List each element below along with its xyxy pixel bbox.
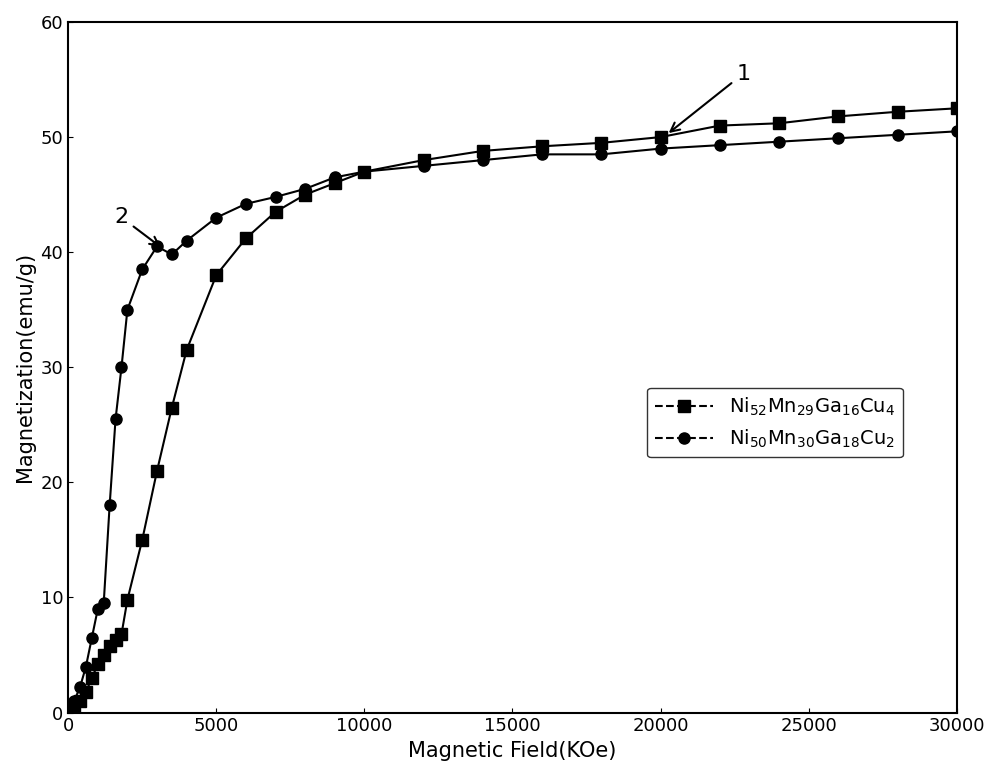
Ni$_{52}$Mn$_{29}$Ga$_{16}$Cu$_{4}$ — [92, 660, 104, 669]
Ni$_{52}$Mn$_{29}$Ga$_{16}$Cu$_{4}$ — [86, 674, 98, 683]
Ni$_{52}$Mn$_{29}$Ga$_{16}$Cu$_{4}$ — [151, 466, 163, 476]
Line: Ni$_{50}$Mn$_{30}$Ga$_{18}$Cu$_{2}$: Ni$_{50}$Mn$_{30}$Ga$_{18}$Cu$_{2}$ — [63, 126, 962, 718]
Ni$_{50}$Mn$_{30}$Ga$_{18}$Cu$_{2}$ — [136, 265, 148, 274]
Ni$_{50}$Mn$_{30}$Ga$_{18}$Cu$_{2}$ — [536, 150, 548, 159]
Ni$_{52}$Mn$_{29}$Ga$_{16}$Cu$_{4}$ — [536, 142, 548, 151]
Ni$_{50}$Mn$_{30}$Ga$_{18}$Cu$_{2}$ — [92, 605, 104, 614]
Ni$_{50}$Mn$_{30}$Ga$_{18}$Cu$_{2}$ — [418, 161, 430, 171]
Ni$_{52}$Mn$_{29}$Ga$_{16}$Cu$_{4}$ — [210, 271, 222, 280]
Ni$_{52}$Mn$_{29}$Ga$_{16}$Cu$_{4}$ — [329, 178, 341, 188]
Ni$_{50}$Mn$_{30}$Ga$_{18}$Cu$_{2}$ — [86, 633, 98, 643]
Ni$_{52}$Mn$_{29}$Ga$_{16}$Cu$_{4}$ — [358, 167, 370, 176]
Ni$_{52}$Mn$_{29}$Ga$_{16}$Cu$_{4}$ — [832, 112, 844, 121]
Ni$_{50}$Mn$_{30}$Ga$_{18}$Cu$_{2}$ — [358, 167, 370, 176]
Ni$_{52}$Mn$_{29}$Ga$_{16}$Cu$_{4}$ — [595, 138, 607, 147]
Ni$_{52}$Mn$_{29}$Ga$_{16}$Cu$_{4}$ — [773, 119, 785, 128]
Ni$_{50}$Mn$_{30}$Ga$_{18}$Cu$_{2}$ — [115, 362, 127, 372]
Ni$_{52}$Mn$_{29}$Ga$_{16}$Cu$_{4}$ — [121, 595, 133, 605]
Ni$_{50}$Mn$_{30}$Ga$_{18}$Cu$_{2}$ — [832, 133, 844, 143]
Ni$_{50}$Mn$_{30}$Ga$_{18}$Cu$_{2}$ — [595, 150, 607, 159]
Ni$_{50}$Mn$_{30}$Ga$_{18}$Cu$_{2}$ — [62, 708, 74, 717]
Ni$_{52}$Mn$_{29}$Ga$_{16}$Cu$_{4}$ — [477, 146, 489, 155]
Ni$_{50}$Mn$_{30}$Ga$_{18}$Cu$_{2}$ — [773, 137, 785, 147]
Ni$_{52}$Mn$_{29}$Ga$_{16}$Cu$_{4}$ — [240, 234, 252, 243]
Ni$_{52}$Mn$_{29}$Ga$_{16}$Cu$_{4}$ — [98, 650, 110, 660]
Ni$_{50}$Mn$_{30}$Ga$_{18}$Cu$_{2}$ — [299, 184, 311, 193]
Y-axis label: Magnetization(emu/g): Magnetization(emu/g) — [15, 252, 35, 483]
Ni$_{52}$Mn$_{29}$Ga$_{16}$Cu$_{4}$ — [892, 107, 904, 116]
Ni$_{52}$Mn$_{29}$Ga$_{16}$Cu$_{4}$ — [80, 688, 92, 697]
Ni$_{50}$Mn$_{30}$Ga$_{18}$Cu$_{2}$ — [655, 144, 667, 154]
Ni$_{52}$Mn$_{29}$Ga$_{16}$Cu$_{4}$ — [115, 629, 127, 639]
Ni$_{52}$Mn$_{29}$Ga$_{16}$Cu$_{4}$ — [951, 104, 963, 113]
Ni$_{50}$Mn$_{30}$Ga$_{18}$Cu$_{2}$ — [240, 199, 252, 209]
Ni$_{50}$Mn$_{30}$Ga$_{18}$Cu$_{2}$ — [714, 140, 726, 150]
Legend: Ni$_{52}$Mn$_{29}$Ga$_{16}$Cu$_{4}$, Ni$_{50}$Mn$_{30}$Ga$_{18}$Cu$_{2}$: Ni$_{52}$Mn$_{29}$Ga$_{16}$Cu$_{4}$, Ni$… — [647, 387, 903, 458]
Ni$_{52}$Mn$_{29}$Ga$_{16}$Cu$_{4}$ — [181, 345, 193, 355]
Ni$_{50}$Mn$_{30}$Ga$_{18}$Cu$_{2}$ — [98, 598, 110, 608]
Ni$_{50}$Mn$_{30}$Ga$_{18}$Cu$_{2}$ — [892, 130, 904, 140]
Ni$_{52}$Mn$_{29}$Ga$_{16}$Cu$_{4}$ — [74, 696, 86, 705]
Ni$_{52}$Mn$_{29}$Ga$_{16}$Cu$_{4}$ — [62, 708, 74, 717]
Ni$_{50}$Mn$_{30}$Ga$_{18}$Cu$_{2}$ — [477, 155, 489, 165]
Ni$_{50}$Mn$_{30}$Ga$_{18}$Cu$_{2}$ — [210, 213, 222, 222]
X-axis label: Magnetic Field(KOe): Magnetic Field(KOe) — [408, 741, 617, 761]
Ni$_{50}$Mn$_{30}$Ga$_{18}$Cu$_{2}$ — [270, 192, 282, 202]
Ni$_{50}$Mn$_{30}$Ga$_{18}$Cu$_{2}$ — [74, 683, 86, 692]
Ni$_{52}$Mn$_{29}$Ga$_{16}$Cu$_{4}$ — [714, 121, 726, 130]
Line: Ni$_{52}$Mn$_{29}$Ga$_{16}$Cu$_{4}$: Ni$_{52}$Mn$_{29}$Ga$_{16}$Cu$_{4}$ — [63, 102, 962, 718]
Ni$_{50}$Mn$_{30}$Ga$_{18}$Cu$_{2}$ — [151, 242, 163, 251]
Text: 2: 2 — [114, 207, 159, 246]
Ni$_{50}$Mn$_{30}$Ga$_{18}$Cu$_{2}$ — [104, 501, 116, 510]
Ni$_{52}$Mn$_{29}$Ga$_{16}$Cu$_{4}$ — [299, 190, 311, 199]
Ni$_{52}$Mn$_{29}$Ga$_{16}$Cu$_{4}$ — [655, 133, 667, 142]
Ni$_{50}$Mn$_{30}$Ga$_{18}$Cu$_{2}$ — [68, 696, 80, 705]
Ni$_{50}$Mn$_{30}$Ga$_{18}$Cu$_{2}$ — [166, 250, 178, 259]
Ni$_{52}$Mn$_{29}$Ga$_{16}$Cu$_{4}$ — [68, 702, 80, 712]
Ni$_{52}$Mn$_{29}$Ga$_{16}$Cu$_{4}$ — [166, 403, 178, 412]
Ni$_{50}$Mn$_{30}$Ga$_{18}$Cu$_{2}$ — [329, 173, 341, 182]
Ni$_{52}$Mn$_{29}$Ga$_{16}$Cu$_{4}$ — [136, 535, 148, 545]
Ni$_{50}$Mn$_{30}$Ga$_{18}$Cu$_{2}$ — [121, 305, 133, 314]
Ni$_{52}$Mn$_{29}$Ga$_{16}$Cu$_{4}$ — [418, 155, 430, 165]
Ni$_{50}$Mn$_{30}$Ga$_{18}$Cu$_{2}$ — [181, 236, 193, 245]
Ni$_{50}$Mn$_{30}$Ga$_{18}$Cu$_{2}$ — [951, 126, 963, 136]
Ni$_{52}$Mn$_{29}$Ga$_{16}$Cu$_{4}$ — [110, 636, 122, 645]
Ni$_{52}$Mn$_{29}$Ga$_{16}$Cu$_{4}$ — [104, 641, 116, 650]
Ni$_{50}$Mn$_{30}$Ga$_{18}$Cu$_{2}$ — [110, 414, 122, 424]
Ni$_{50}$Mn$_{30}$Ga$_{18}$Cu$_{2}$ — [80, 662, 92, 671]
Text: 1: 1 — [670, 64, 751, 132]
Ni$_{52}$Mn$_{29}$Ga$_{16}$Cu$_{4}$ — [270, 207, 282, 217]
